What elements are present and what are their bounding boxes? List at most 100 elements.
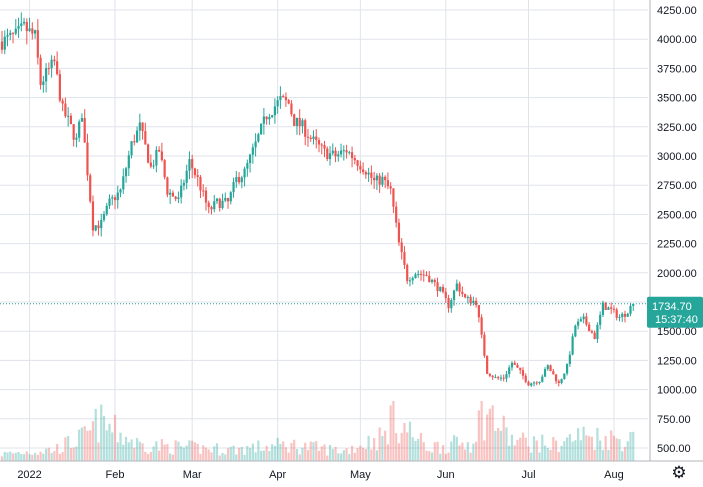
candle-body: [601, 302, 605, 315]
volume-bar: [433, 442, 436, 461]
candle-body: [384, 176, 387, 181]
candle-body: [221, 200, 224, 209]
volume-bar: [428, 451, 431, 461]
volume-bar: [174, 440, 177, 461]
volume-bar: [488, 408, 492, 461]
candle-body: [158, 149, 161, 152]
volume-bar: [430, 452, 434, 461]
volume-bar: [22, 454, 26, 461]
volume-bar: [312, 442, 315, 461]
volume-bar: [122, 444, 125, 461]
volume-bar: [171, 454, 175, 461]
volume-bar: [6, 452, 9, 461]
volume-bar: [618, 439, 621, 461]
candle-body: [262, 116, 265, 124]
candle-body: [604, 302, 607, 310]
volume-bar: [400, 432, 403, 461]
volume-bar: [177, 441, 180, 461]
volume-bar: [218, 455, 221, 461]
candle-body: [293, 114, 296, 127]
candle-body: [119, 189, 122, 193]
candle-body: [254, 141, 257, 148]
volume-bar: [367, 435, 370, 461]
volume-bar: [384, 430, 387, 461]
candle-body: [301, 120, 304, 127]
candle-body: [193, 168, 197, 176]
volume-bar: [560, 445, 563, 461]
candle-body: [491, 375, 494, 378]
candle-body: [226, 197, 230, 202]
volume-bar: [279, 443, 282, 461]
candle-body: [58, 74, 61, 101]
candle-body: [408, 280, 412, 282]
volume-bar: [56, 443, 59, 461]
volume-bar: [599, 440, 602, 461]
volume-bar: [483, 440, 486, 461]
candle-body: [571, 336, 574, 355]
volume-bar: [144, 451, 147, 461]
volume-bar: [193, 442, 197, 461]
volume-bar: [3, 451, 6, 461]
candle-body: [138, 122, 141, 131]
volume-bar: [480, 401, 483, 461]
last-price-tag-bg: [647, 296, 703, 328]
volume-bar: [417, 438, 420, 461]
candle-body: [141, 122, 144, 132]
volume-bar: [345, 448, 348, 461]
candle-body: [149, 162, 152, 167]
candle-body: [488, 373, 492, 376]
candle-body: [596, 324, 599, 339]
volume-bar: [33, 452, 37, 461]
gear-icon[interactable]: ⚙: [671, 463, 687, 482]
volume-bar: [50, 452, 53, 461]
candle-body: [97, 225, 100, 229]
volume-bar: [541, 434, 544, 461]
volume-bar: [441, 445, 445, 461]
volume-bar: [146, 454, 150, 461]
candle-body: [510, 362, 514, 368]
candle-body: [411, 278, 414, 281]
volume-bar: [237, 447, 241, 461]
price-axis[interactable]: 4250.00 4000.00 3750.00 3500.00 3250.00 3000.…: [657, 5, 697, 455]
candle-body: [72, 124, 75, 140]
candle-body: [111, 197, 114, 199]
volume-bar: [163, 444, 166, 461]
volume-bar: [510, 434, 514, 461]
volume-bars: [0, 401, 635, 461]
volume-bar: [411, 437, 414, 461]
candle-body: [497, 377, 500, 379]
candle-body: [552, 371, 555, 375]
volume-bar: [196, 443, 199, 461]
y-tick-label: 2250.00: [657, 239, 697, 251]
candle-body: [524, 375, 527, 382]
y-tick-label: 500.00: [657, 443, 691, 455]
candle-body: [339, 150, 343, 155]
candle-body: [39, 57, 42, 85]
candle-body: [472, 300, 475, 303]
volume-bar: [141, 443, 144, 461]
candle-body: [86, 142, 89, 176]
candle-body: [83, 118, 86, 143]
volume-bar: [301, 447, 304, 461]
candle-body: [389, 186, 392, 189]
volume-bar: [326, 455, 329, 461]
volume-bar: [320, 446, 323, 461]
volume-bar: [516, 439, 519, 461]
candle-body: [623, 313, 627, 317]
volume-bar: [615, 438, 618, 461]
candle-body: [541, 376, 544, 382]
candle-body: [237, 177, 241, 183]
time-axis[interactable]: 2022 Feb Mar Apr May Jun Jul Aug: [17, 469, 623, 481]
volume-bar: [119, 432, 122, 461]
volume-bar: [100, 404, 103, 461]
candle-body: [373, 177, 376, 181]
volume-bar: [331, 448, 334, 461]
volume-bar: [623, 446, 627, 461]
candle-body: [17, 25, 20, 29]
volume-bar: [425, 450, 428, 461]
volume-bar: [182, 447, 186, 461]
volume-bar: [9, 451, 12, 461]
candle-body: [42, 81, 45, 85]
volume-bar: [94, 408, 97, 461]
